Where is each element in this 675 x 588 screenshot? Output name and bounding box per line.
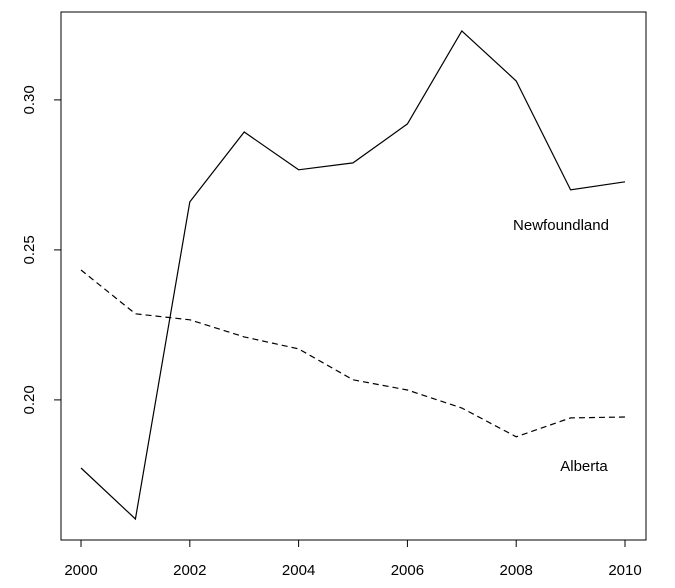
plot-frame	[60, 11, 647, 541]
x-tick-label: 2010	[608, 562, 641, 579]
x-tick-label: 2000	[64, 562, 97, 579]
line-series	[80, 269, 626, 438]
x-tick-label: 2004	[282, 562, 315, 579]
x-tick-label: 2002	[173, 562, 206, 579]
y-tick-label: 0.20	[21, 385, 38, 414]
line-series	[80, 29, 626, 521]
y-tick-label: 0.30	[21, 85, 38, 114]
x-tick-label: 2008	[500, 562, 533, 579]
series-label: Alberta	[560, 458, 608, 475]
y-tick-label: 0.25	[21, 235, 38, 264]
x-tick-label: 2006	[391, 562, 424, 579]
series-label: Newfoundland	[513, 217, 609, 234]
